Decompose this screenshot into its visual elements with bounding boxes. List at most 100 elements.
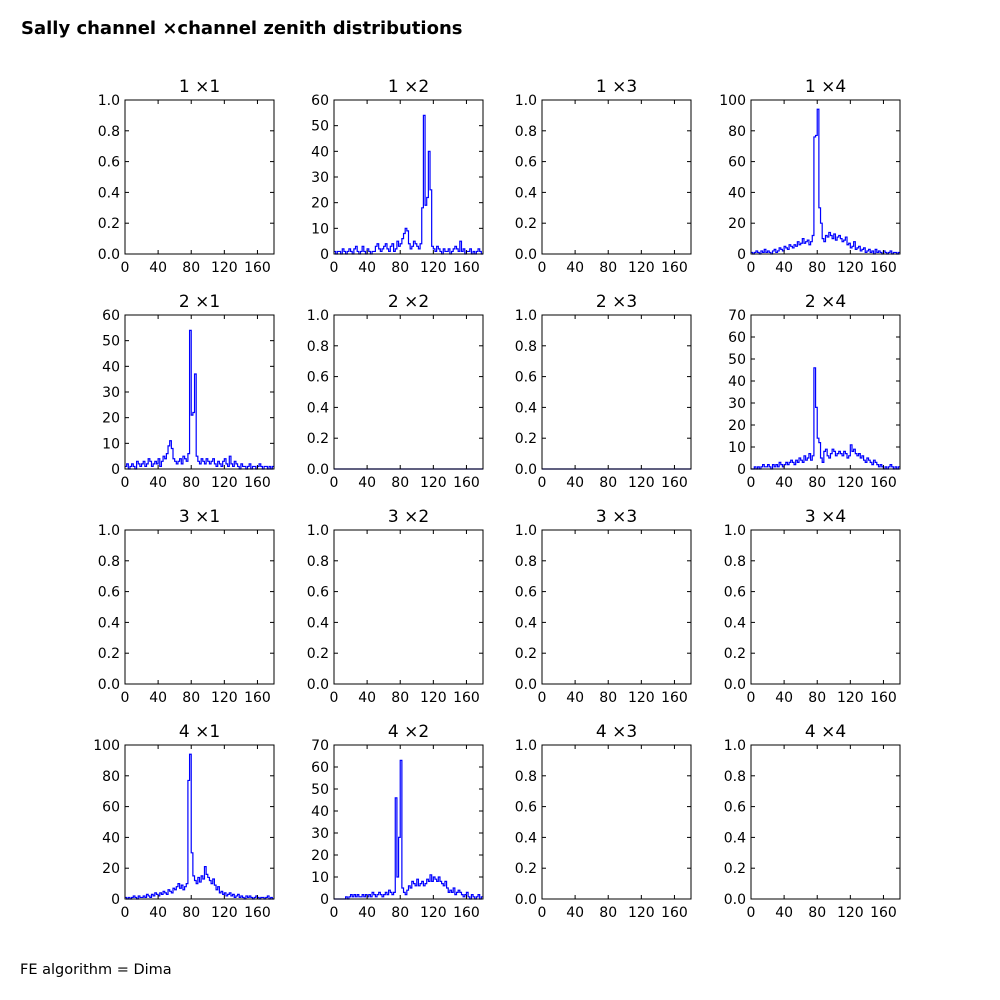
y-tick-label: 10 [311, 221, 329, 237]
y-tick-label: 1.0 [724, 523, 746, 539]
x-tick-label: 40 [566, 475, 584, 491]
subplot-title: 2 ×4 [805, 292, 846, 312]
y-tick-label: 0.2 [515, 646, 537, 662]
y-tick-label: 0.8 [515, 769, 537, 785]
x-tick-label: 120 [211, 475, 238, 491]
y-tick-label: 100 [719, 93, 746, 109]
y-tick-label: 0.8 [515, 554, 537, 570]
x-tick-label: 160 [661, 260, 688, 276]
y-tick-label: 30 [728, 396, 746, 412]
y-tick-label: 0.2 [98, 646, 120, 662]
x-tick-label: 120 [420, 905, 447, 921]
y-tick-label: 50 [102, 334, 120, 350]
x-tick-label: 40 [149, 475, 167, 491]
y-tick-label: 0.4 [515, 400, 537, 416]
subplot-1-1: 1 ×1 0 40 80 120 160 0.0 0.2 0.4 0.6 0.8 1.0 [98, 77, 275, 276]
subplot-2-3: 2 ×3 0 40 80 120 160 0.0 0.2 0.4 0.6 0.8 1.0 [515, 292, 692, 491]
y-tick-label: 0.2 [515, 431, 537, 447]
plot-frame [750, 529, 901, 685]
y-tick-label: 1.0 [515, 93, 537, 109]
x-tick-label: 40 [358, 475, 376, 491]
y-tick-label: 0 [737, 247, 746, 263]
x-tick-label: 160 [661, 905, 688, 921]
y-tick-label: 20 [311, 848, 329, 864]
data-series-line [334, 759, 483, 900]
y-tick-label: 40 [728, 185, 746, 201]
data-series-line [751, 108, 900, 255]
x-tick-label: 40 [358, 690, 376, 706]
y-tick-label: 0 [320, 892, 329, 908]
x-tick-label: 0 [538, 260, 547, 276]
y-tick-label: 0.8 [515, 339, 537, 355]
x-tick-label: 80 [599, 260, 617, 276]
subplot-title: 3 ×4 [805, 507, 846, 527]
y-tick-label: 0.6 [515, 585, 537, 601]
plot-frame [541, 529, 692, 685]
x-tick-label: 160 [453, 475, 480, 491]
y-tick-label: 0.6 [307, 585, 329, 601]
y-tick-label: 0.4 [98, 615, 120, 631]
x-tick-label: 0 [330, 475, 339, 491]
subplot-1-3: 1 ×3 0 40 80 120 160 0.0 0.2 0.4 0.6 0.8 1.0 [515, 77, 692, 276]
subplot-title: 4 ×1 [179, 722, 220, 742]
figure-title: Sally channel ×channel zenith distributi… [21, 18, 463, 39]
x-tick-label: 0 [330, 260, 339, 276]
x-tick-label: 120 [628, 905, 655, 921]
subplot-3-2: 3 ×2 0 40 80 120 160 0.0 0.2 0.4 0.6 0.8 1.0 [307, 507, 484, 706]
plot-frame [124, 314, 275, 470]
subplot-4-1: 4 ×1 0 40 80 120 160 0 20 40 60 80 100 [93, 722, 275, 921]
plot-frame [333, 314, 484, 470]
x-tick-label: 40 [775, 690, 793, 706]
y-tick-label: 0.4 [515, 615, 537, 631]
y-tick-label: 40 [311, 804, 329, 820]
subplot-title: 1 ×4 [805, 77, 846, 97]
y-tick-label: 20 [102, 861, 120, 877]
data-series-line [334, 114, 483, 255]
y-tick-label: 20 [728, 418, 746, 434]
y-tick-label: 0.2 [307, 646, 329, 662]
x-tick-label: 40 [775, 905, 793, 921]
x-tick-label: 80 [599, 905, 617, 921]
x-tick-label: 0 [121, 905, 130, 921]
y-tick-label: 10 [728, 440, 746, 456]
y-tick-label: 0.2 [307, 431, 329, 447]
y-tick-label: 0 [111, 892, 120, 908]
x-tick-label: 120 [420, 475, 447, 491]
y-tick-label: 50 [311, 119, 329, 135]
y-tick-label: 40 [102, 359, 120, 375]
subplot-title: 4 ×4 [805, 722, 846, 742]
x-tick-label: 40 [149, 905, 167, 921]
plot-frame [124, 529, 275, 685]
y-tick-label: 60 [728, 155, 746, 171]
data-series-line [125, 329, 274, 470]
y-tick-label: 0.6 [515, 155, 537, 171]
y-tick-label: 0.2 [515, 216, 537, 232]
y-tick-label: 0.0 [515, 462, 537, 478]
subplot-2-4: 2 ×4 0 40 80 120 160 0 10 20 30 40 50 60 70 [728, 292, 901, 491]
plot-frame [750, 744, 901, 900]
subplot-title: 1 ×3 [596, 77, 637, 97]
y-tick-label: 0.0 [98, 247, 120, 263]
y-tick-label: 20 [311, 196, 329, 212]
subplot-4-2: 4 ×2 0 40 80 120 160 0 10 20 30 40 50 60 70 [311, 722, 484, 921]
x-tick-label: 160 [453, 905, 480, 921]
y-tick-label: 1.0 [98, 93, 120, 109]
x-tick-label: 120 [628, 475, 655, 491]
y-tick-label: 0.4 [515, 185, 537, 201]
y-tick-label: 1.0 [515, 738, 537, 754]
subplot-title: 2 ×3 [596, 292, 637, 312]
subplot-4-3: 4 ×3 0 40 80 120 160 0.0 0.2 0.4 0.6 0.8 1.0 [515, 722, 692, 921]
y-tick-label: 0.8 [98, 124, 120, 140]
x-tick-label: 0 [538, 690, 547, 706]
x-tick-label: 120 [420, 260, 447, 276]
y-tick-label: 0.6 [515, 370, 537, 386]
x-tick-label: 120 [628, 260, 655, 276]
y-tick-label: 10 [311, 870, 329, 886]
x-tick-label: 40 [149, 690, 167, 706]
y-tick-label: 0.0 [724, 677, 746, 693]
y-tick-label: 0.4 [724, 830, 746, 846]
y-tick-label: 0.4 [515, 830, 537, 846]
y-tick-label: 70 [728, 308, 746, 324]
plot-frame [333, 529, 484, 685]
y-tick-label: 0.6 [724, 800, 746, 816]
